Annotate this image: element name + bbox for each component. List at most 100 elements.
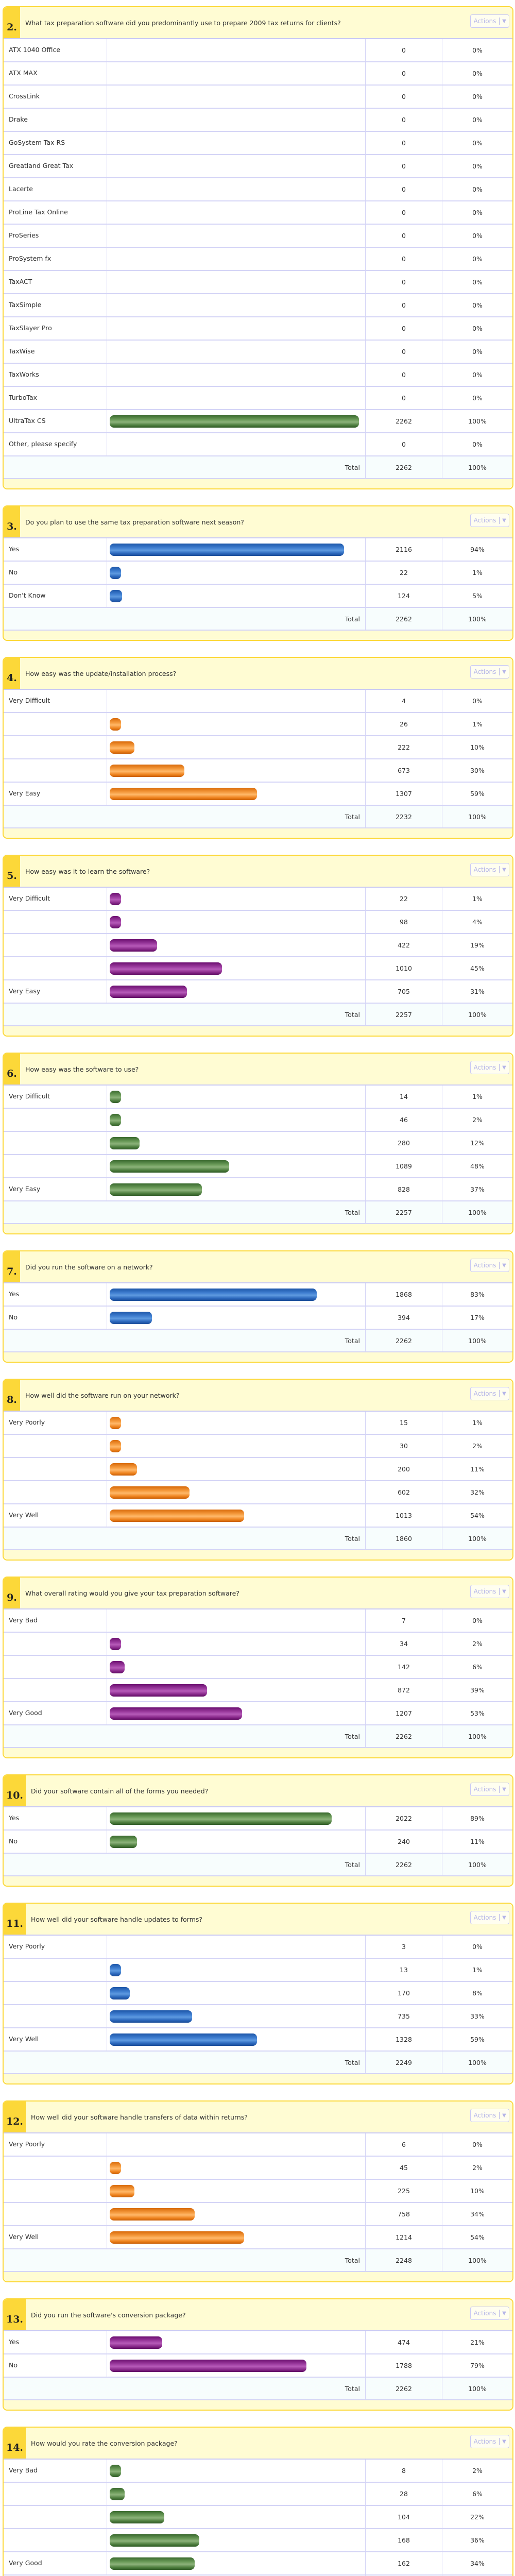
answer-label: Very Good (9, 2559, 42, 2567)
actions-dropdown[interactable]: Actions ▼ (470, 2435, 509, 2448)
actions-label: Actions (473, 1914, 496, 1921)
actions-dropdown[interactable]: Actions ▼ (470, 1061, 509, 1074)
response-percent: 39% (442, 1679, 512, 1702)
total-percent: 100% (442, 1725, 512, 1748)
bar-cell (107, 224, 366, 248)
total-percent: 100% (442, 607, 512, 631)
response-percent: 0% (442, 1936, 512, 1959)
response-bar (110, 1288, 317, 1301)
answer-label-cell (4, 713, 107, 736)
answer-label-cell (4, 2529, 107, 2552)
actions-dropdown[interactable]: Actions ▼ (470, 1911, 509, 1924)
answer-label-cell: ATX 1040 Office (4, 39, 107, 62)
actions-dropdown[interactable]: Actions ▼ (470, 2307, 509, 2320)
answer-label: Very Good (9, 1709, 42, 1717)
table-row: Don't Know 124 5% (4, 584, 512, 608)
table-row: Very Well 1328 59% (4, 2028, 512, 2052)
actions-dropdown[interactable]: Actions ▼ (470, 1585, 509, 1598)
response-percent: 0% (442, 270, 512, 294)
bar-cell (107, 2156, 366, 2180)
answer-label-cell (4, 2202, 107, 2226)
answer-label-cell: Very Good (4, 1702, 107, 1725)
question-panel: 8. How well did the software run on your … (3, 1379, 513, 1561)
answer-label: ProSeries (9, 231, 39, 240)
table-row: Very Difficult 14 1% (4, 1086, 512, 1109)
question-title: How easy was the update/installation pro… (25, 669, 177, 677)
answer-label-cell: Very Difficult (4, 1086, 107, 1109)
answer-label: No (9, 2361, 18, 2369)
question-title: How would you rate the conversion packag… (31, 2439, 178, 2447)
bar-cell (107, 62, 366, 86)
total-label: Total (4, 1527, 366, 1550)
actions-dropdown[interactable]: Actions ▼ (470, 1387, 509, 1400)
bar-cell (107, 713, 366, 736)
question-number: 13. (4, 2299, 26, 2330)
actions-dropdown[interactable]: Actions ▼ (470, 665, 509, 679)
response-percent: 2% (442, 1434, 512, 1458)
question-title: How well did your software handle transf… (31, 2113, 248, 2121)
answer-label-cell (4, 1434, 107, 1458)
actions-dropdown[interactable]: Actions ▼ (470, 1259, 509, 1272)
bar-cell (107, 108, 366, 132)
results-table: Very Difficult 22 1% 98 4% 422 19% 1010 45% Very … (4, 888, 512, 1026)
total-label: Total (4, 1003, 366, 1026)
answer-label: GoSystem Tax RS (9, 139, 65, 147)
actions-dropdown[interactable]: Actions ▼ (470, 514, 509, 527)
actions-label: Actions (473, 1262, 496, 1269)
bar-cell (107, 2133, 366, 2157)
actions-dropdown[interactable]: Actions ▼ (470, 14, 509, 28)
question-footer (4, 828, 512, 838)
response-count: 7 (365, 1609, 442, 1633)
question-header: 6. How easy was the software to use? Actio… (4, 1054, 512, 1086)
table-row: 170 8% (4, 1981, 512, 2005)
answer-label-cell (4, 2505, 107, 2529)
results-table: ATX 1040 Office 0 0% ATX MAX 0 0% CrossLink 0 0%… (4, 39, 512, 479)
table-row: TaxSimple 0 0% (4, 294, 512, 317)
actions-label: Actions (473, 866, 496, 873)
bar-cell (107, 155, 366, 178)
actions-label: Actions (473, 18, 496, 25)
answer-label-cell: UltraTax CS (4, 410, 107, 433)
response-bar (110, 1637, 121, 1650)
total-percent: 100% (442, 2249, 512, 2272)
total-count: 2262 (365, 2377, 442, 2400)
table-row: Very Difficult 4 0% (4, 690, 512, 713)
question-panel: 3. Do you plan to use the same tax prepar… (3, 505, 513, 641)
table-row: Yes 2022 89% (4, 1807, 512, 1831)
actions-dropdown[interactable]: Actions ▼ (470, 1783, 509, 1796)
results-table: Very Poorly 6 0% 45 2% 225 10% 758 34% Very Well 1… (4, 2133, 512, 2272)
results-table: Yes 2116 94% No 22 1% Don't Know 124 5% Total 2262… (4, 538, 512, 631)
response-percent: 59% (442, 782, 512, 806)
response-count: 0 (365, 433, 442, 456)
bar-cell (107, 131, 366, 155)
answer-label-cell (4, 957, 107, 980)
bar-cell (107, 782, 366, 806)
answer-label-cell: TaxSlayer Pro (4, 317, 107, 341)
actions-separator (499, 1262, 500, 1269)
table-row: TaxSlayer Pro 0 0% (4, 317, 512, 341)
response-percent: 19% (442, 934, 512, 957)
actions-separator (499, 18, 500, 25)
total-row: Total 2249 100% (4, 2051, 512, 2074)
total-row: Total 2257 100% (4, 1201, 512, 1224)
answer-label-cell: Very Well (4, 2226, 107, 2249)
table-row: 735 33% (4, 2005, 512, 2028)
response-bar (110, 2336, 162, 2349)
total-row: Total 1860 100% (4, 1527, 512, 1550)
total-percent: 100% (442, 2575, 512, 2576)
bar-cell (107, 934, 366, 957)
actions-dropdown[interactable]: Actions ▼ (470, 2109, 509, 2122)
response-bar (110, 1439, 121, 1452)
total-count: 1860 (365, 1527, 442, 1550)
question-panel: 5. How easy was it to learn the software?… (3, 855, 513, 1037)
response-percent: 0% (442, 85, 512, 109)
bar-cell (107, 2179, 366, 2203)
bar-cell (107, 2505, 366, 2529)
bar-cell (107, 2354, 366, 2378)
table-row: Lacerte 0 0% (4, 178, 512, 201)
answer-label: Yes (9, 545, 20, 553)
actions-dropdown[interactable]: Actions ▼ (470, 863, 509, 876)
response-percent: 2% (442, 1108, 512, 1132)
table-row: Yes 474 21% (4, 2331, 512, 2354)
